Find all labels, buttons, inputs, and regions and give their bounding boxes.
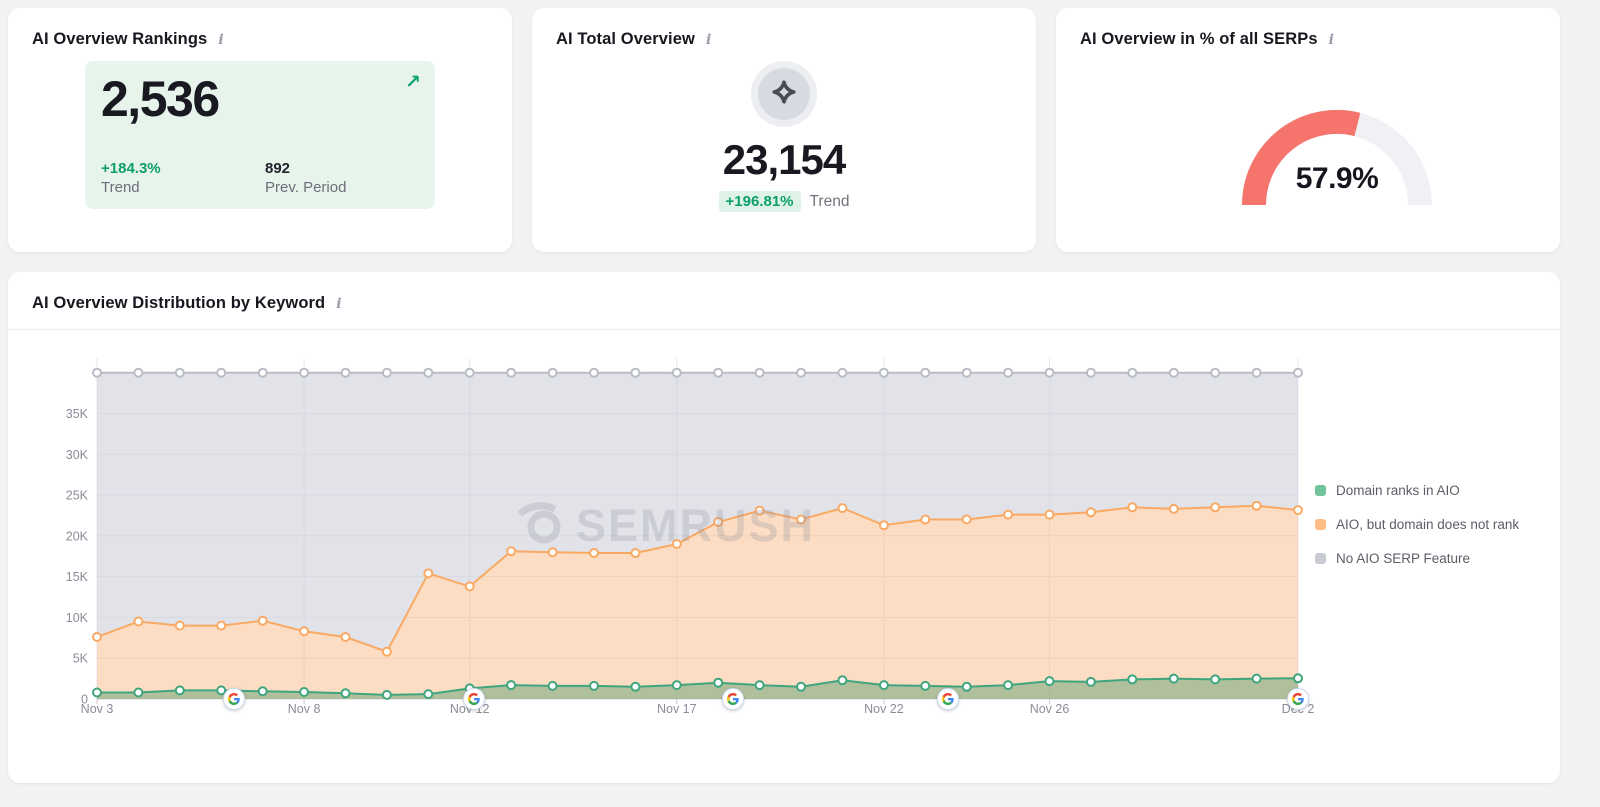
ai-sparkle-icon xyxy=(771,79,797,110)
info-icon[interactable]: i xyxy=(336,295,342,312)
info-icon[interactable]: i xyxy=(218,31,224,48)
svg-text:Nov 17: Nov 17 xyxy=(657,702,697,716)
prev-period-stat: 892 Prev. Period xyxy=(265,160,429,196)
google-update-icon[interactable] xyxy=(937,688,959,710)
rankings-highlight-panel: 2,536 ↗ +184.3% Trend 892 Prev. Period xyxy=(85,61,435,209)
ai-badge xyxy=(751,61,817,127)
legend-label: No AIO SERP Feature xyxy=(1336,551,1471,566)
svg-text:Nov 22: Nov 22 xyxy=(864,702,904,716)
kpi-cards-row: AI Overview Rankings i 2,536 ↗ +184.3% T… xyxy=(8,8,1560,252)
google-update-icon[interactable] xyxy=(1287,688,1309,710)
card-aio-distribution: AI Overview Distribution by Keyword i 0 5… xyxy=(8,272,1560,783)
legend-swatch xyxy=(1315,553,1326,564)
gauge-fill xyxy=(1242,109,1361,206)
rankings-value: 2,536 xyxy=(101,71,220,127)
trend-badge: +196.81% xyxy=(718,191,801,212)
google-update-icon[interactable] xyxy=(463,688,485,710)
legend-item[interactable]: AIO, but domain does not rank xyxy=(1315,517,1519,532)
legend-item[interactable]: No AIO SERP Feature xyxy=(1315,551,1519,566)
svg-text:Nov 26: Nov 26 xyxy=(1030,702,1070,716)
card-title: AI Overview Distribution by Keyword xyxy=(32,294,326,312)
info-icon[interactable]: i xyxy=(1328,31,1334,48)
card-ai-overview-rankings: AI Overview Rankings i 2,536 ↗ +184.3% T… xyxy=(8,8,512,252)
legend-swatch xyxy=(1315,519,1326,530)
google-update-icon[interactable] xyxy=(722,688,744,710)
svg-text:Nov 8: Nov 8 xyxy=(288,702,321,716)
svg-text:15K: 15K xyxy=(66,570,89,584)
legend-item[interactable]: Domain ranks in AIO xyxy=(1315,483,1519,498)
trend-label: Trend xyxy=(809,192,850,210)
svg-text:35K: 35K xyxy=(66,407,89,421)
card-title: AI Total Overview xyxy=(556,30,695,48)
prev-period-label: Prev. Period xyxy=(265,179,347,196)
serps-gauge: 57.9% xyxy=(1242,109,1432,206)
legend-label: AIO, but domain does not rank xyxy=(1336,517,1520,532)
svg-text:30K: 30K xyxy=(66,448,89,462)
svg-text:5K: 5K xyxy=(73,652,89,666)
prev-period-value: 892 xyxy=(265,160,291,177)
trend-stat: +184.3% Trend xyxy=(101,160,265,196)
svg-text:10K: 10K xyxy=(66,611,89,625)
svg-text:0: 0 xyxy=(81,693,88,707)
card-title: AI Overview in % of all SERPs xyxy=(1080,30,1318,48)
trend-value: +184.3% xyxy=(101,160,161,177)
svg-text:Nov 3: Nov 3 xyxy=(81,702,114,716)
card-ai-total-overview: AI Total Overview i 23,154 +196.81% Tren… xyxy=(532,8,1036,252)
gauge-value: 57.9% xyxy=(1296,162,1379,195)
total-overview-value: 23,154 xyxy=(722,136,846,183)
google-update-icon[interactable] xyxy=(223,688,245,710)
card-ai-overview-percent-serps: AI Overview in % of all SERPs i 57.9% xyxy=(1056,8,1560,252)
chart-legend: Domain ranks in AIO AIO, but domain does … xyxy=(1315,483,1519,566)
chart-region: 0 5K 10K 15K 20K 25K 30K 35K Nov 3 Nov 8 Nov 12 Nov… xyxy=(8,330,1560,780)
legend-swatch xyxy=(1315,485,1326,496)
legend-label: Domain ranks in AIO xyxy=(1336,483,1460,498)
svg-text:25K: 25K xyxy=(66,489,89,503)
trend-label: Trend xyxy=(101,179,140,196)
card-title: AI Overview Rankings xyxy=(32,30,208,48)
svg-text:20K: 20K xyxy=(66,529,89,543)
info-icon[interactable]: i xyxy=(705,31,712,48)
expand-arrow-icon[interactable]: ↗ xyxy=(405,72,421,93)
